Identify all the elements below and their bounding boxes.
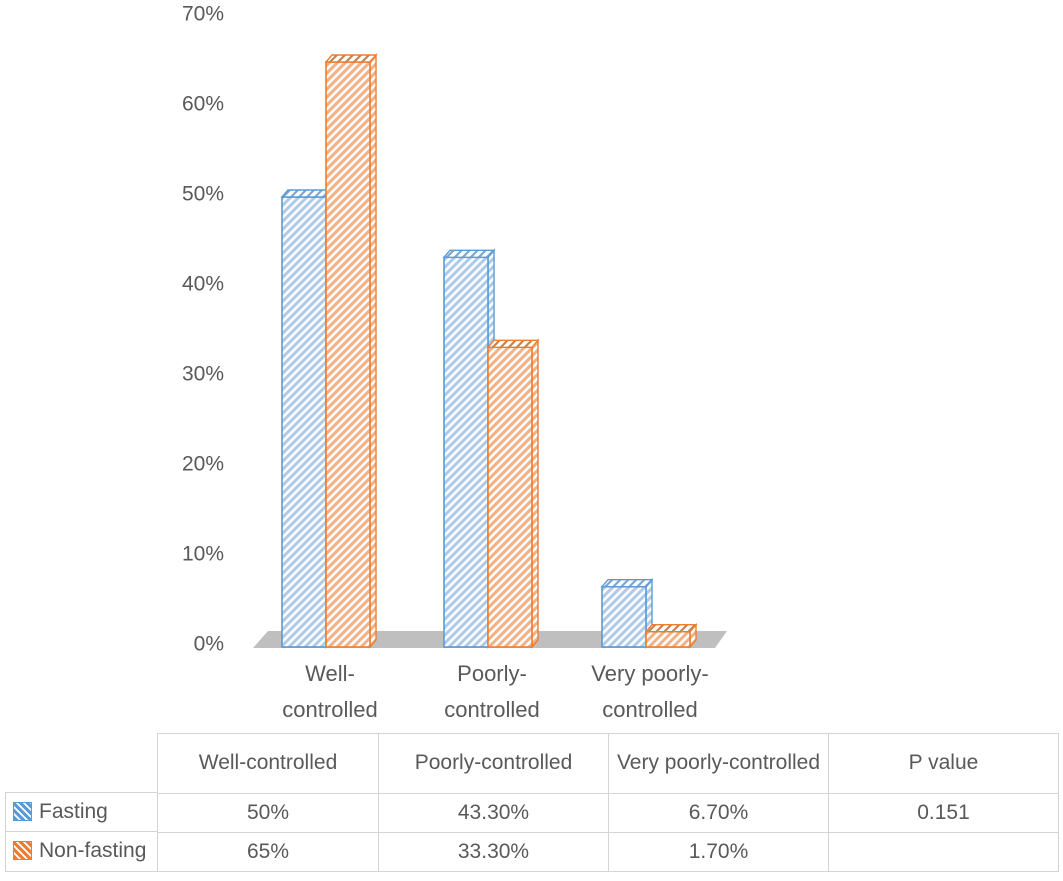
bar-non-fasting-poorly-controlled: [486, 338, 540, 649]
cell-fasting-p-value: 0.151: [828, 793, 1059, 833]
y-tick-label: 20%: [182, 453, 224, 476]
table-row-non-fasting: 65% 33.30% 1.70%: [157, 832, 1059, 872]
header-very-poorly-controlled: Very poorly-controlled: [608, 733, 829, 794]
legend-column: Fasting Non-fasting: [5, 792, 157, 872]
y-tick-label: 60%: [182, 93, 224, 116]
header-well-controlled: Well-controlled: [157, 733, 379, 794]
legend-label-fasting: Fasting: [39, 799, 108, 823]
legend-label-non-fasting: Non-fasting: [39, 838, 147, 862]
y-tick-label: 30%: [182, 363, 224, 386]
non-fasting-swatch-icon: [13, 841, 32, 861]
table-header-row: Well-controlled Poorly-controlled Very p…: [157, 733, 1059, 794]
bar-non-fasting-well-controlled: [324, 53, 378, 649]
cell-non-fasting-well-controlled: 65%: [157, 832, 379, 872]
chart-svg: 0% 10% 20% 30% 40% 50% 60% 70% Well-controlled Po…: [182, 3, 727, 722]
y-tick-label: 50%: [182, 183, 224, 206]
y-tick-label: 0%: [194, 633, 224, 656]
header-p-value: P value: [828, 733, 1059, 794]
y-tick-label: 10%: [182, 543, 224, 566]
cell-non-fasting-p-value: [828, 832, 1059, 872]
cell-non-fasting-very-poorly-controlled: 1.70%: [608, 832, 829, 872]
cell-non-fasting-poorly-controlled: 33.30%: [378, 832, 609, 872]
y-tick-label: 40%: [182, 273, 224, 296]
bar-fasting-poorly-controlled: [442, 248, 496, 649]
bar-chart: 0% 10% 20% 30% 40% 50% 60% 70% Well-controlled Po…: [182, 3, 727, 722]
table-row-fasting: 50% 43.30% 6.70% 0.151: [157, 793, 1059, 833]
cell-fasting-well-controlled: 50%: [157, 793, 379, 833]
data-table: Well-controlled Poorly-controlled Very p…: [157, 733, 1059, 872]
cell-fasting-poorly-controlled: 43.30%: [378, 793, 609, 833]
header-poorly-controlled: Poorly-controlled: [378, 733, 609, 794]
x-category-label: Poorly-controlled: [444, 661, 539, 722]
legend-item-non-fasting: Non-fasting: [6, 832, 157, 871]
cell-fasting-very-poorly-controlled: 6.70%: [608, 793, 829, 833]
fasting-swatch-icon: [13, 802, 32, 822]
x-category-label: Very poorly-controlled: [591, 661, 708, 722]
bar-fasting-well-controlled: [280, 188, 334, 649]
bar-fasting-very-poorly-controlled: [600, 577, 654, 649]
x-category-label: Well-controlled: [282, 661, 377, 722]
y-tick-label: 70%: [182, 3, 224, 26]
bar-non-fasting-very-poorly-controlled: [644, 622, 698, 649]
legend-item-fasting: Fasting: [6, 793, 157, 832]
